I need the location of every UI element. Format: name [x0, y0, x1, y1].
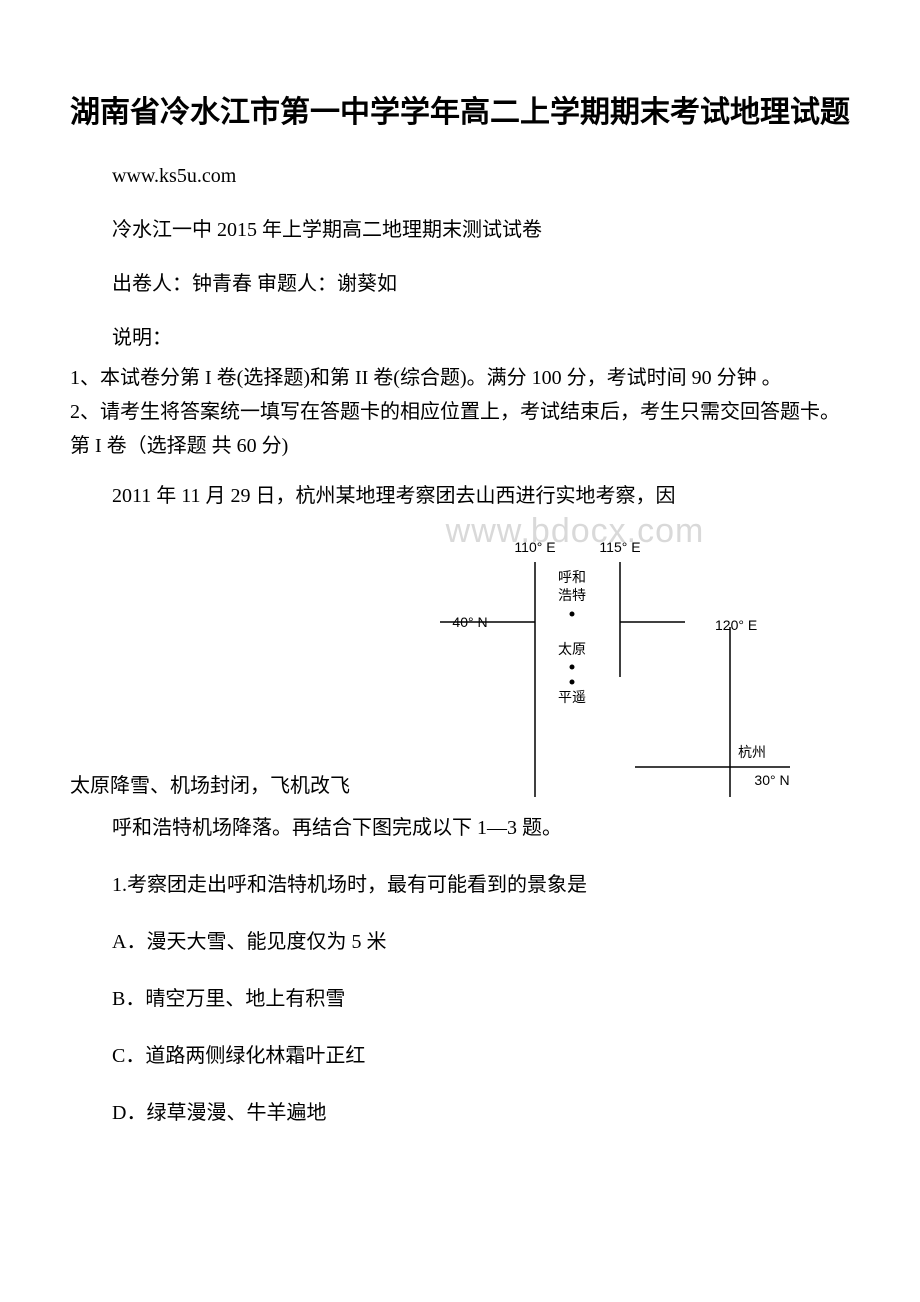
source-url: www.ks5u.com	[112, 165, 850, 188]
note-line-2: 2、请考生将答案统一填写在答题卡的相应位置上，考试结束后，考生只需交回答题卡。	[70, 396, 850, 428]
city-dot-pingyao	[570, 680, 575, 685]
authors-line: 出卷人：钟青春 审题人：谢葵如	[112, 267, 850, 296]
document-title: 湖南省冷水江市第一中学学年高二上学期期末考试地理试题	[70, 90, 850, 135]
city-huhehaote-2: 浩特	[558, 588, 586, 604]
note-label: 说明：	[112, 321, 850, 350]
lat-label-30: 30° N	[754, 772, 789, 788]
option-b: B．晴空万里、地上有积雪	[112, 983, 850, 1015]
note-line-1: 1、本试卷分第 I 卷(选择题)和第 II 卷(综合题)。满分 100 分，考试…	[70, 362, 850, 394]
lat-label-40: 40° N	[452, 614, 487, 630]
instruction-text: 呼和浩特机场降落。再结合下图完成以下 1—3 题。	[112, 812, 850, 844]
city-taiyuan: 太原	[558, 642, 586, 658]
question-1: 1.考察团走出呼和浩特机场时，最有可能看到的景象是	[112, 869, 850, 901]
option-d: D．绿草漫漫、牛羊遍地	[112, 1097, 850, 1129]
long-label-110: 110° E	[514, 539, 555, 555]
city-dot-taiyuan	[570, 665, 575, 670]
city-pingyao: 平遥	[558, 690, 586, 706]
map-diagram: 110° E 115° E 120° E 40° N 30° N 呼和 浩特 太…	[360, 522, 790, 802]
city-huhehaote-1: 呼和	[558, 570, 586, 586]
context-text-top: 2011 年 11 月 29 日，杭州某地理考察团去山西进行实地考察，因	[112, 480, 850, 512]
context-diagram-row: 太原降雪、机场封闭，飞机改飞 www.bdocx.com 110° E 115°…	[70, 522, 850, 802]
option-a: A．漫天大雪、能见度仅为 5 米	[112, 926, 850, 958]
option-c: C．道路两侧绿化林霜叶正红	[112, 1040, 850, 1072]
long-label-115: 115° E	[599, 539, 640, 555]
map-diagram-wrapper: www.bdocx.com 110° E 115° E 120° E 40° N…	[360, 522, 790, 802]
context-text-bottom: 太原降雪、机场封闭，飞机改飞	[70, 770, 350, 802]
section-label: 第 I 卷（选择题 共 60 分)	[70, 430, 850, 462]
city-dot-huhehaote	[570, 612, 575, 617]
long-label-120: 120° E	[715, 617, 757, 633]
city-hangzhou: 杭州	[738, 745, 766, 761]
exam-subtitle: 冷水江一中 2015 年上学期高二地理期末测试试卷	[112, 213, 850, 242]
